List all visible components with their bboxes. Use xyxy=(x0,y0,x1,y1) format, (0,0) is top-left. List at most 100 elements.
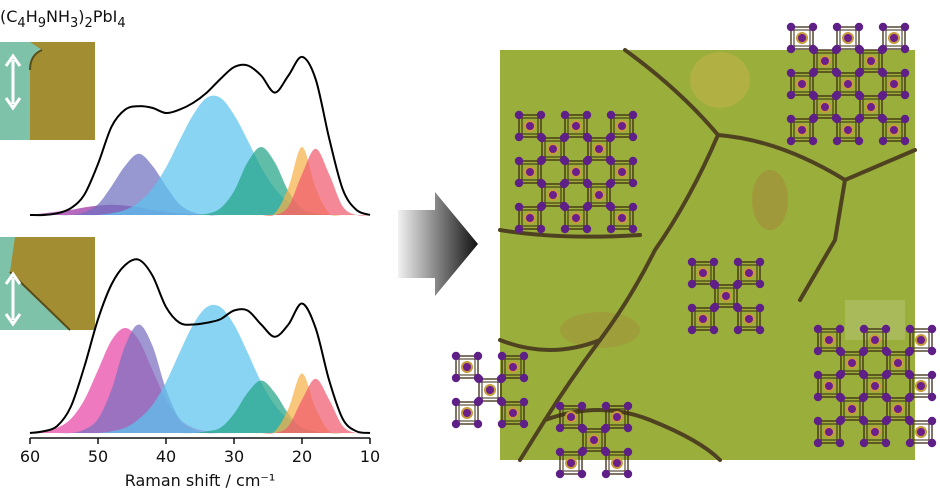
component-area xyxy=(30,378,370,434)
iodide-atom xyxy=(854,22,864,32)
lead-atom xyxy=(616,166,628,178)
lead-atom xyxy=(846,357,858,369)
iodide-atom xyxy=(687,325,697,335)
octahedron-inner xyxy=(793,121,811,139)
iodide-atom xyxy=(809,67,819,77)
octahedron-inner xyxy=(544,140,562,158)
octahedron xyxy=(836,118,860,142)
iodide-atom xyxy=(577,469,587,479)
iodide-atom xyxy=(623,469,633,479)
lead-atom xyxy=(484,384,496,396)
component-area xyxy=(30,148,370,216)
iodide-atom xyxy=(900,44,910,54)
octahedron xyxy=(587,137,611,161)
x-axis-label: Raman shift / cm⁻¹ xyxy=(125,471,276,490)
octahedron-inner xyxy=(521,209,539,227)
octahedron-inner xyxy=(843,354,861,372)
iodide-atom xyxy=(832,22,842,32)
iodide-atom xyxy=(786,68,796,78)
octahedron-inner xyxy=(912,377,930,395)
iodide-atom xyxy=(555,447,565,457)
iodide-atom xyxy=(536,110,546,120)
iodide-atom xyxy=(519,419,529,429)
lead-atom xyxy=(570,166,582,178)
lead-atom xyxy=(593,143,605,155)
octahedron xyxy=(501,401,525,425)
iodide-atom xyxy=(855,45,865,55)
iodide-atom xyxy=(927,392,937,402)
iodide-atom xyxy=(832,44,842,54)
inset-image-bottom xyxy=(0,237,95,331)
octahedron xyxy=(541,137,565,161)
iodide-atom xyxy=(859,392,869,402)
octahedron xyxy=(840,351,864,375)
iodide-atom xyxy=(859,416,869,426)
lead-atom xyxy=(697,313,709,325)
iodide-atom xyxy=(583,133,593,143)
iodide-atom xyxy=(555,469,565,479)
octahedron-inner xyxy=(613,209,631,227)
iodide-atom xyxy=(859,346,869,356)
iodide-atom xyxy=(601,469,611,479)
octahedron xyxy=(518,114,542,138)
octahedron xyxy=(817,374,841,398)
lead-atom xyxy=(565,457,577,469)
lead-atom xyxy=(842,78,854,90)
iodide-atom xyxy=(560,202,570,212)
octahedron xyxy=(836,26,860,50)
lead-atom xyxy=(611,457,623,469)
lead-atom xyxy=(461,407,473,419)
iodide-atom xyxy=(519,373,529,383)
octahedron-inner xyxy=(889,354,907,372)
lead-atom xyxy=(524,166,536,178)
lead-atom xyxy=(570,120,582,132)
iodide-atom xyxy=(583,201,593,211)
octahedron xyxy=(886,397,910,421)
octahedron-inner xyxy=(521,163,539,181)
component-area xyxy=(30,373,370,434)
lead-atom xyxy=(616,212,628,224)
iodide-atom xyxy=(709,325,719,335)
lead-atom xyxy=(616,120,628,132)
iodide-atom xyxy=(537,133,547,143)
octahedron-inner xyxy=(793,29,811,47)
iodide-atom xyxy=(710,280,720,290)
octahedron-inner xyxy=(866,331,884,349)
octahedron-inner xyxy=(521,117,539,135)
octahedron xyxy=(813,49,837,73)
octahedron xyxy=(882,118,906,142)
octahedron-inner xyxy=(866,423,884,441)
iodide-atom xyxy=(623,401,633,411)
iodide-atom xyxy=(601,447,611,457)
iodide-atom xyxy=(927,416,937,426)
component-area xyxy=(30,95,370,216)
octahedron xyxy=(737,261,761,285)
lead-atom xyxy=(507,361,519,373)
iodide-atom xyxy=(537,179,547,189)
octahedron-inner xyxy=(504,404,522,422)
octahedron xyxy=(518,160,542,184)
octahedron-inner xyxy=(567,163,585,181)
iodide-atom xyxy=(606,224,616,234)
iodide-atom xyxy=(623,423,633,433)
iodide-atom xyxy=(623,447,633,457)
iodide-atom xyxy=(900,90,910,100)
octahedron xyxy=(737,307,761,331)
lead-atom xyxy=(823,334,835,346)
iodide-atom xyxy=(560,110,570,120)
lead-atom xyxy=(865,55,877,67)
iodide-atom xyxy=(473,351,483,361)
octahedron-inner xyxy=(843,400,861,418)
iodide-atom xyxy=(859,438,869,448)
lead-atom xyxy=(743,267,755,279)
iodide-atom xyxy=(578,446,588,456)
lead-atom xyxy=(611,411,623,423)
octahedron xyxy=(587,183,611,207)
iodide-atom xyxy=(859,370,869,380)
iodide-atom xyxy=(905,438,915,448)
iodide-atom xyxy=(537,201,547,211)
octahedron xyxy=(817,420,841,444)
iodide-atom xyxy=(710,302,720,312)
iodide-atom xyxy=(881,438,891,448)
iodide-atom xyxy=(474,374,484,384)
